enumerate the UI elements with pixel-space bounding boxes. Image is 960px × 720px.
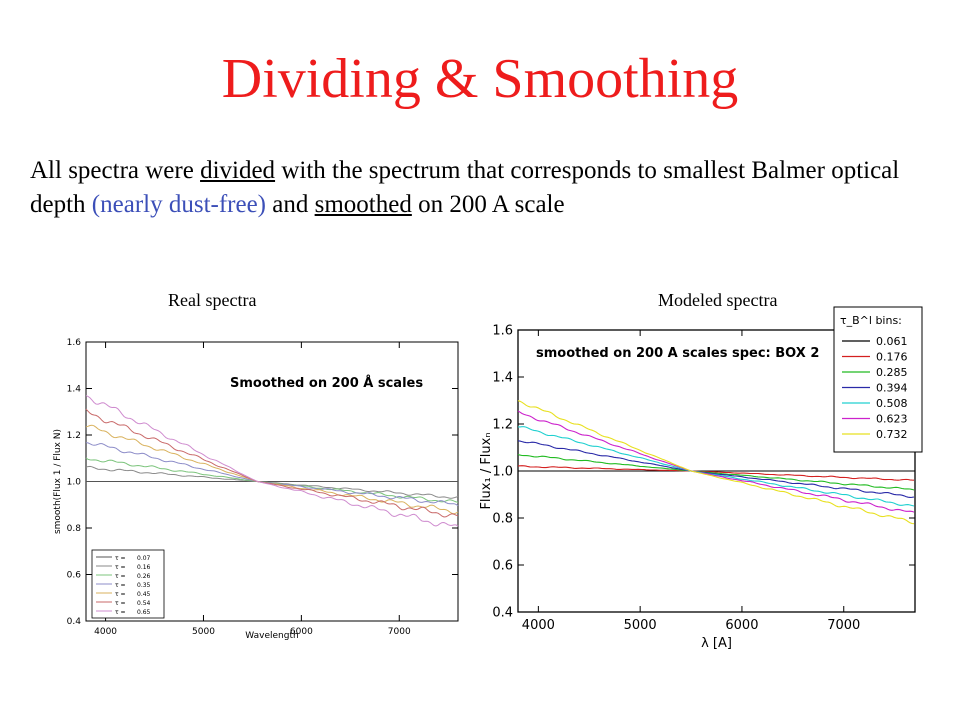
chart-title: smoothed on 200 A scales spec: BOX 2	[536, 346, 819, 361]
legend-entry: 0.65	[137, 609, 151, 616]
slide-description: All spectra were divided with the spectr…	[30, 154, 950, 222]
series-line	[517, 465, 915, 481]
y-tick-label: 0.6	[67, 571, 82, 581]
y-tick-label: 0.4	[67, 617, 82, 627]
y-tick-label: 1.0	[67, 478, 82, 488]
slide-title: Dividing & Smoothing	[221, 48, 739, 110]
x-tick-label: 4000	[522, 618, 555, 633]
legend-symbol: τ =	[115, 564, 126, 571]
x-tick-label: 6000	[725, 618, 758, 633]
legend-entry: 0.732	[876, 428, 908, 441]
legend-symbol: τ =	[115, 555, 126, 562]
y-tick-label: 1.0	[492, 465, 513, 480]
legend-entry: 0.07	[137, 555, 151, 562]
y-axis-label: Flux₁ / Fluxₙ	[479, 432, 494, 509]
legend-entry: 0.45	[137, 591, 151, 598]
series-line	[85, 465, 459, 499]
legend-entry: 0.16	[137, 564, 151, 571]
legend-symbol: τ =	[115, 582, 126, 589]
x-tick-label: 7000	[827, 618, 860, 633]
desc-smoothed: smoothed	[314, 191, 412, 218]
caption-modeled-spectra: Modeled spectra	[658, 290, 778, 310]
legend-entry: 0.26	[137, 573, 151, 580]
desc-parenthetical: (nearly dust-free)	[91, 191, 267, 218]
modeled-spectra-chart: 0.4 0.6 0.8 1.0 1.2 1.4 1.6 4000 5000 6000 7000 smo…	[479, 306, 923, 651]
series-line	[517, 400, 915, 525]
series-line	[85, 408, 459, 518]
caption-real-spectra: Real spectra	[168, 290, 257, 310]
x-tick-label: 6000	[290, 627, 313, 637]
y-tick-label: 1.6	[492, 324, 513, 339]
y-tick-label: 1.6	[67, 338, 82, 348]
y-axis-label: smooth(Flux 1 / Flux N)	[53, 429, 63, 534]
legend-entry: 0.394	[876, 382, 908, 395]
series-line	[85, 424, 459, 515]
series-line	[517, 440, 915, 498]
legend-entry: 0.623	[876, 413, 908, 426]
desc-divided: divided	[200, 157, 276, 184]
series-line	[85, 442, 459, 507]
desc-text-3: and	[266, 191, 315, 218]
series-line	[517, 410, 915, 513]
legend-symbol: τ =	[115, 573, 126, 580]
legend-title: τ_B^l bins:	[840, 314, 902, 327]
x-axis-label: Wavelength	[245, 631, 298, 641]
series-line	[517, 453, 915, 491]
y-tick-label: 1.4	[67, 385, 82, 395]
series-line	[85, 457, 459, 503]
desc-text-2: with the spectrum that corresponds to sm…	[30, 157, 900, 218]
y-tick-label: 0.4	[492, 606, 513, 621]
legend-entry: 0.54	[137, 600, 151, 607]
legend-symbol: τ =	[115, 609, 126, 616]
desc-text-1: All spectra were	[30, 157, 201, 184]
x-tick-label: 7000	[388, 627, 411, 637]
x-tick-label: 5000	[624, 618, 657, 633]
y-tick-label: 1.2	[67, 431, 81, 441]
chart-title: Smoothed on 200 Å scales	[230, 375, 423, 391]
legend-entry: 0.285	[876, 366, 908, 379]
legend-entry: 0.508	[876, 397, 908, 410]
series-line	[85, 395, 459, 527]
real-spectra-chart: 0.4 0.6 0.8 1.0 1.2 1.4 1.6 4000 5000 6000 7000 Smo…	[53, 338, 459, 641]
series-line	[518, 426, 915, 507]
legend-entry: 0.35	[137, 582, 151, 589]
y-tick-label: 0.6	[492, 559, 513, 574]
legend-symbol: τ =	[115, 591, 126, 598]
x-tick-label: 5000	[192, 627, 215, 637]
desc-text-4: on 200 A scale	[411, 191, 565, 218]
x-axis-label: λ [A]	[701, 636, 732, 651]
legend-entry: 0.061	[876, 335, 908, 348]
legend-entry: 0.176	[876, 351, 908, 364]
y-tick-label: 1.4	[492, 371, 513, 386]
y-tick-label: 0.8	[492, 512, 513, 527]
y-tick-label: 0.8	[67, 524, 82, 534]
legend-symbol: τ =	[115, 600, 126, 607]
legend-box	[833, 306, 923, 453]
y-tick-label: 1.2	[492, 418, 513, 433]
x-tick-label: 4000	[94, 627, 117, 637]
